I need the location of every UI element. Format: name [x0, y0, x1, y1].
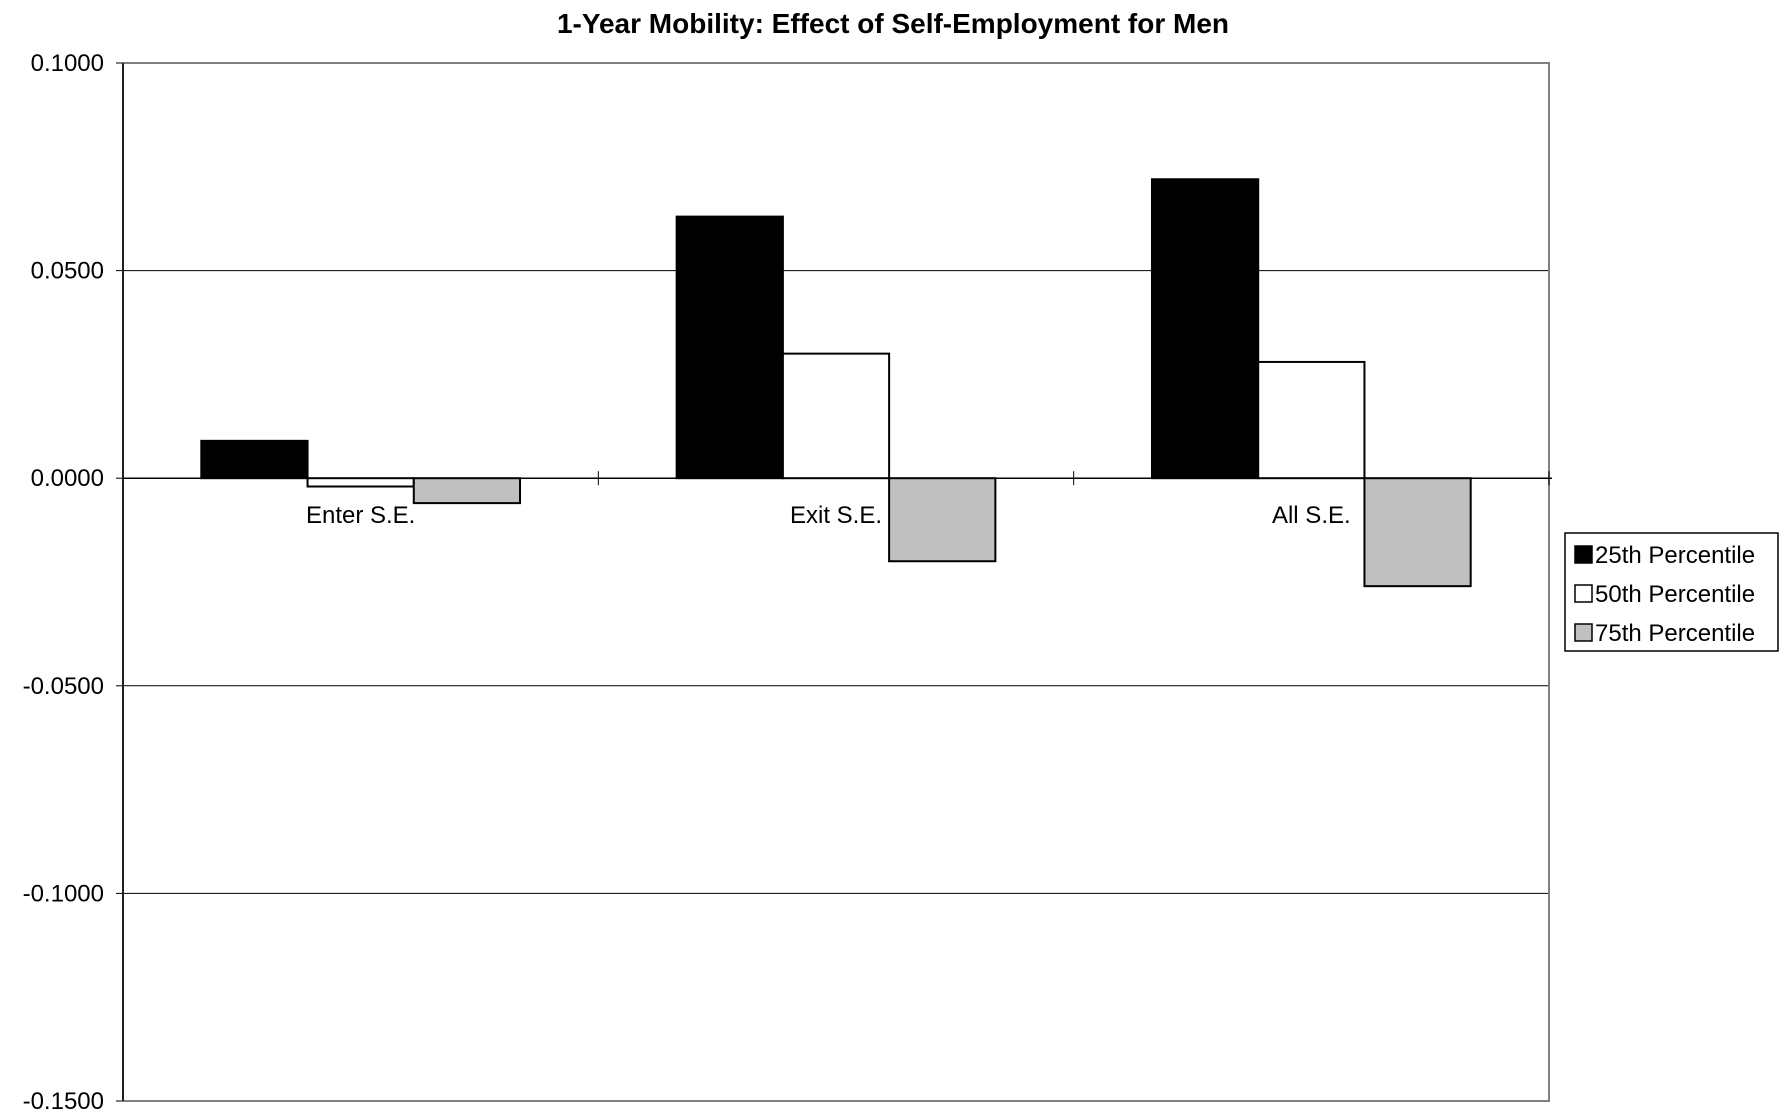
y-tick-label: 0.1000: [31, 50, 104, 77]
gridlines: [123, 62, 1549, 1102]
bar: [1363, 477, 1472, 588]
legend-swatch: [1574, 545, 1593, 564]
bar: [200, 439, 309, 480]
y-tick-label: -0.1000: [23, 880, 104, 907]
y-tick-label: 0.0000: [31, 465, 104, 492]
plot-area-border: [122, 62, 1550, 1102]
bar: [888, 477, 997, 563]
legend-label: 50th Percentile: [1595, 581, 1755, 608]
bar: [306, 477, 415, 488]
legend-swatch: [1574, 584, 1593, 603]
x-category-label: Enter S.E.: [306, 502, 415, 529]
bar: [781, 352, 891, 480]
axis-labels: 0.1000 0.0500 0.0000 -0.0500 -0.1000 -0.1500 E…: [23, 50, 1351, 1110]
y-tick-label: 0.0500: [31, 258, 104, 285]
x-category-label: Exit S.E.: [790, 502, 882, 529]
legend: 25th Percentile 50th Percentile 75th Perce…: [1564, 532, 1779, 652]
legend-swatch: [1574, 623, 1593, 642]
bar: [675, 215, 784, 480]
y-tick-label: -0.0500: [23, 673, 104, 700]
x-category-label: All S.E.: [1272, 502, 1351, 529]
bar: [1150, 178, 1260, 480]
legend-label: 75th Percentile: [1595, 620, 1755, 647]
axes: [116, 62, 1552, 1102]
bars: [200, 178, 1472, 588]
y-tick-label: -0.1500: [23, 1088, 104, 1110]
chart-title: 1-Year Mobility: Effect of Self-Employme…: [557, 8, 1229, 39]
bar: [412, 477, 522, 505]
legend-box: [1564, 532, 1779, 652]
legend-label: 25th Percentile: [1595, 542, 1755, 569]
bar: [1257, 360, 1366, 480]
